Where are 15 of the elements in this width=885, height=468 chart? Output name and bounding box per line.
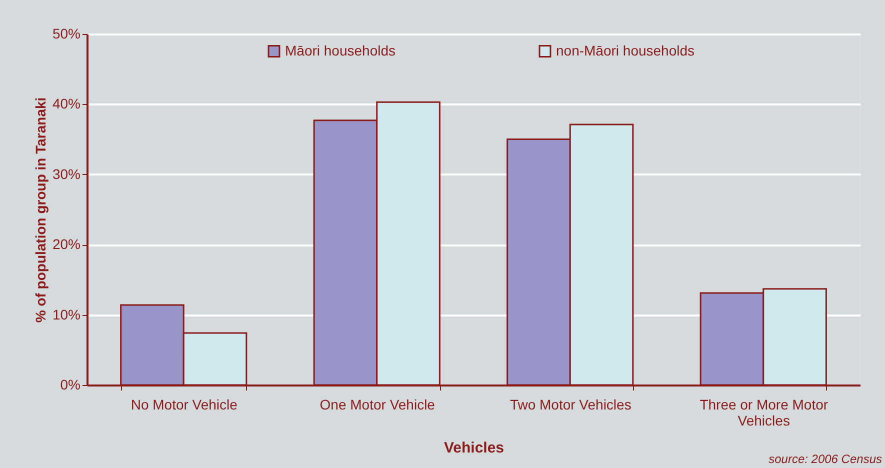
x-tick-label: No Motor Vehicle	[130, 396, 238, 412]
y-tick-label: 0%	[60, 376, 80, 392]
legend-label: Māori households	[285, 42, 396, 58]
x-axis-title: Vehicles	[444, 440, 504, 456]
y-tick-label: 10%	[52, 306, 80, 322]
x-tick-label: Two Motor Vehicles	[510, 396, 632, 412]
y-tick-label: 20%	[52, 236, 80, 252]
legend-label: non-Māori households	[556, 42, 695, 58]
y-tick-label: 50%	[52, 26, 80, 42]
y-axis-title: % of population group in Taranaki	[32, 97, 48, 323]
source-note: source: 2006 Census	[768, 452, 882, 466]
y-tick-label: 30%	[52, 166, 80, 182]
y-tick-label: 40%	[52, 96, 80, 112]
x-tick-label: One Motor Vehicle	[320, 396, 436, 412]
x-tick-label: Three or More Motor Vehicles	[700, 396, 828, 428]
